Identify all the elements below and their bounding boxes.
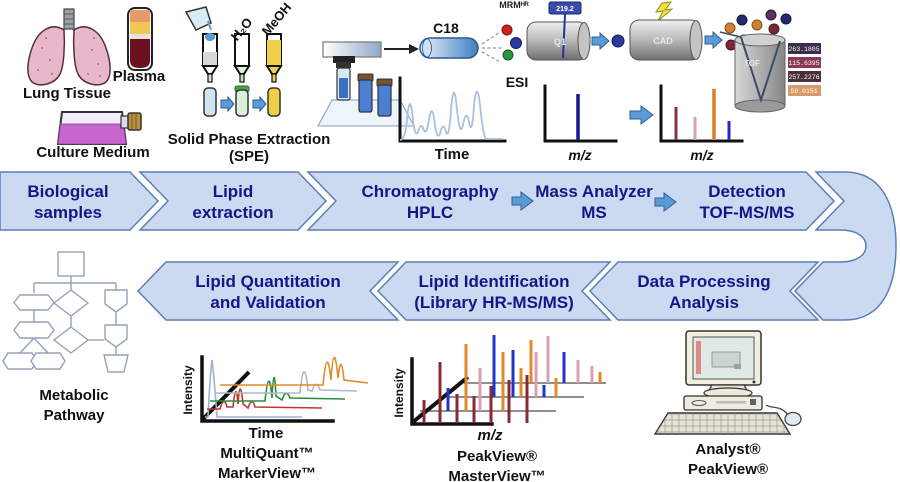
fragment-mz-label: m/z — [690, 147, 713, 163]
fragment-mass-4: 59.0151 — [790, 88, 817, 95]
workflow-band-bottom — [136, 261, 820, 321]
culture-medium-label: Culture Medium — [36, 144, 149, 161]
stage-data-processing — [588, 261, 820, 321]
spectrum-arrow — [629, 105, 654, 125]
injection-arrow — [409, 44, 419, 54]
ident-xlabel: m/z — [477, 427, 503, 444]
c18-label: C18 — [433, 20, 459, 36]
mouse-icon — [784, 411, 802, 427]
fragment-mass-2: 115.6395 — [788, 60, 819, 67]
tof-label: TOF — [744, 59, 760, 68]
fragment-mass-3: 257.2276 — [788, 74, 819, 81]
stage1-line1: Biological — [27, 182, 108, 201]
mrm-mode-label: MRMᴴᴿ — [499, 0, 529, 10]
stage8-line1: Data Processing — [637, 272, 770, 291]
cad-label: CAD — [653, 36, 673, 46]
ident-software-1: PeakView® — [457, 448, 537, 465]
pathway-label-line1: Metabolic — [39, 387, 108, 404]
fragment-mass-tag-3 — [788, 71, 821, 82]
workflow-band-top — [0, 171, 897, 321]
ident-software-2: MasterView™ — [448, 468, 545, 482]
selected-ion-icon — [611, 34, 625, 48]
pathway-label-line2: Pathway — [44, 407, 106, 424]
cad-cell-icon — [629, 1, 703, 61]
q1-label: Q1 — [554, 37, 566, 47]
stage-lipid-extraction — [138, 171, 328, 231]
station-software-1: Analyst® — [695, 441, 760, 458]
esi-label: ESI — [506, 74, 529, 90]
stage4-line1: Mass Analyzer — [535, 182, 653, 201]
lung-tissue-label: Lung Tissue — [23, 85, 111, 102]
chromatogram-time-label: Time — [435, 146, 470, 163]
stage5-line2: TOF-MS/MS — [699, 203, 794, 222]
spe-illustration — [184, 6, 283, 117]
stage-lipid-quantitation — [136, 261, 400, 321]
plasma-label: Plasma — [113, 68, 166, 85]
identification-chart-icon — [410, 335, 606, 426]
stage-instrument-analysis — [306, 171, 836, 231]
esi-spray-icon — [481, 31, 502, 63]
quant-xlabel: Time — [249, 425, 284, 442]
q1-quadrupole-icon — [526, 1, 591, 61]
metabolic-pathway-icon — [2, 251, 129, 373]
stage4-line2: MS — [581, 203, 607, 222]
fragment-mass-tags — [788, 43, 821, 96]
spe-step-arrow-1 — [220, 95, 235, 113]
spe-title-line1: Solid Phase Extraction — [168, 131, 331, 148]
stage1-line2: samples — [34, 203, 102, 222]
q1-to-cad-arrow — [591, 31, 610, 51]
lung-tissue-icon — [27, 8, 111, 86]
stage6-line2: and Validation — [210, 293, 325, 312]
fragment-mass-tag-1 — [788, 43, 821, 54]
precursor-mass-value: 219.2 — [556, 6, 574, 13]
culture-flask-icon — [56, 111, 142, 145]
precursor-ions-icon — [501, 24, 522, 61]
stage7-line1: Lipid Identification — [418, 272, 569, 291]
band-arrow-hplc-ms — [511, 191, 534, 211]
stage-lipid-identification — [376, 261, 612, 321]
precursor-mass-tag — [548, 1, 582, 15]
stage6-line1: Lipid Quantitation — [195, 272, 340, 291]
station-software-2: PeakView® — [688, 461, 768, 478]
autosampler-illustration — [317, 41, 419, 127]
c18-column-icon — [419, 37, 479, 59]
stage-biological-samples — [0, 171, 160, 231]
quantitation-chart-icon — [200, 355, 369, 423]
stage5-line1: Detection — [708, 182, 785, 201]
cad-to-tof-arrow — [704, 30, 723, 50]
stage2-line1: Lipid — [213, 182, 254, 201]
stage7-line2: (Library HR-MS/MS) — [414, 293, 574, 312]
stage3-line1: Chromatography — [362, 182, 500, 201]
spe-solvent-water-label: H₂O — [228, 15, 256, 44]
fragment-mass-tag-2 — [788, 57, 821, 68]
lc-chromatogram-icon — [398, 76, 507, 143]
precursor-spectrum-icon — [543, 84, 618, 143]
ident-ylabel: Intensity — [392, 368, 406, 418]
precursor-mz-label: m/z — [568, 147, 591, 163]
collision-energy-bolt-icon — [654, 1, 674, 22]
spe-title-line2: (SPE) — [229, 148, 269, 165]
workflow-uturn-band — [793, 171, 897, 321]
fragment-mass-1: 263.1805 — [788, 46, 819, 53]
band-arrow-ms-detection — [654, 192, 677, 212]
quant-ylabel: Intensity — [181, 365, 195, 415]
spe-step-arrow-2 — [252, 95, 267, 113]
quant-software-2: MarkerView™ — [218, 465, 316, 482]
quant-software-1: MultiQuant™ — [220, 445, 313, 462]
spe-solvent-meoh-label: MeOH — [259, 0, 295, 38]
fragment-spectrum-icon — [659, 84, 744, 143]
plasma-tube-icon — [127, 7, 153, 71]
stage2-line2: extraction — [192, 203, 273, 222]
computer-workstation-icon — [653, 330, 802, 435]
fragment-mass-tag-4 — [788, 85, 821, 96]
tof-analyzer-icon — [719, 31, 786, 113]
stage3-line2: HPLC — [407, 203, 453, 222]
stage8-line2: Analysis — [669, 293, 739, 312]
